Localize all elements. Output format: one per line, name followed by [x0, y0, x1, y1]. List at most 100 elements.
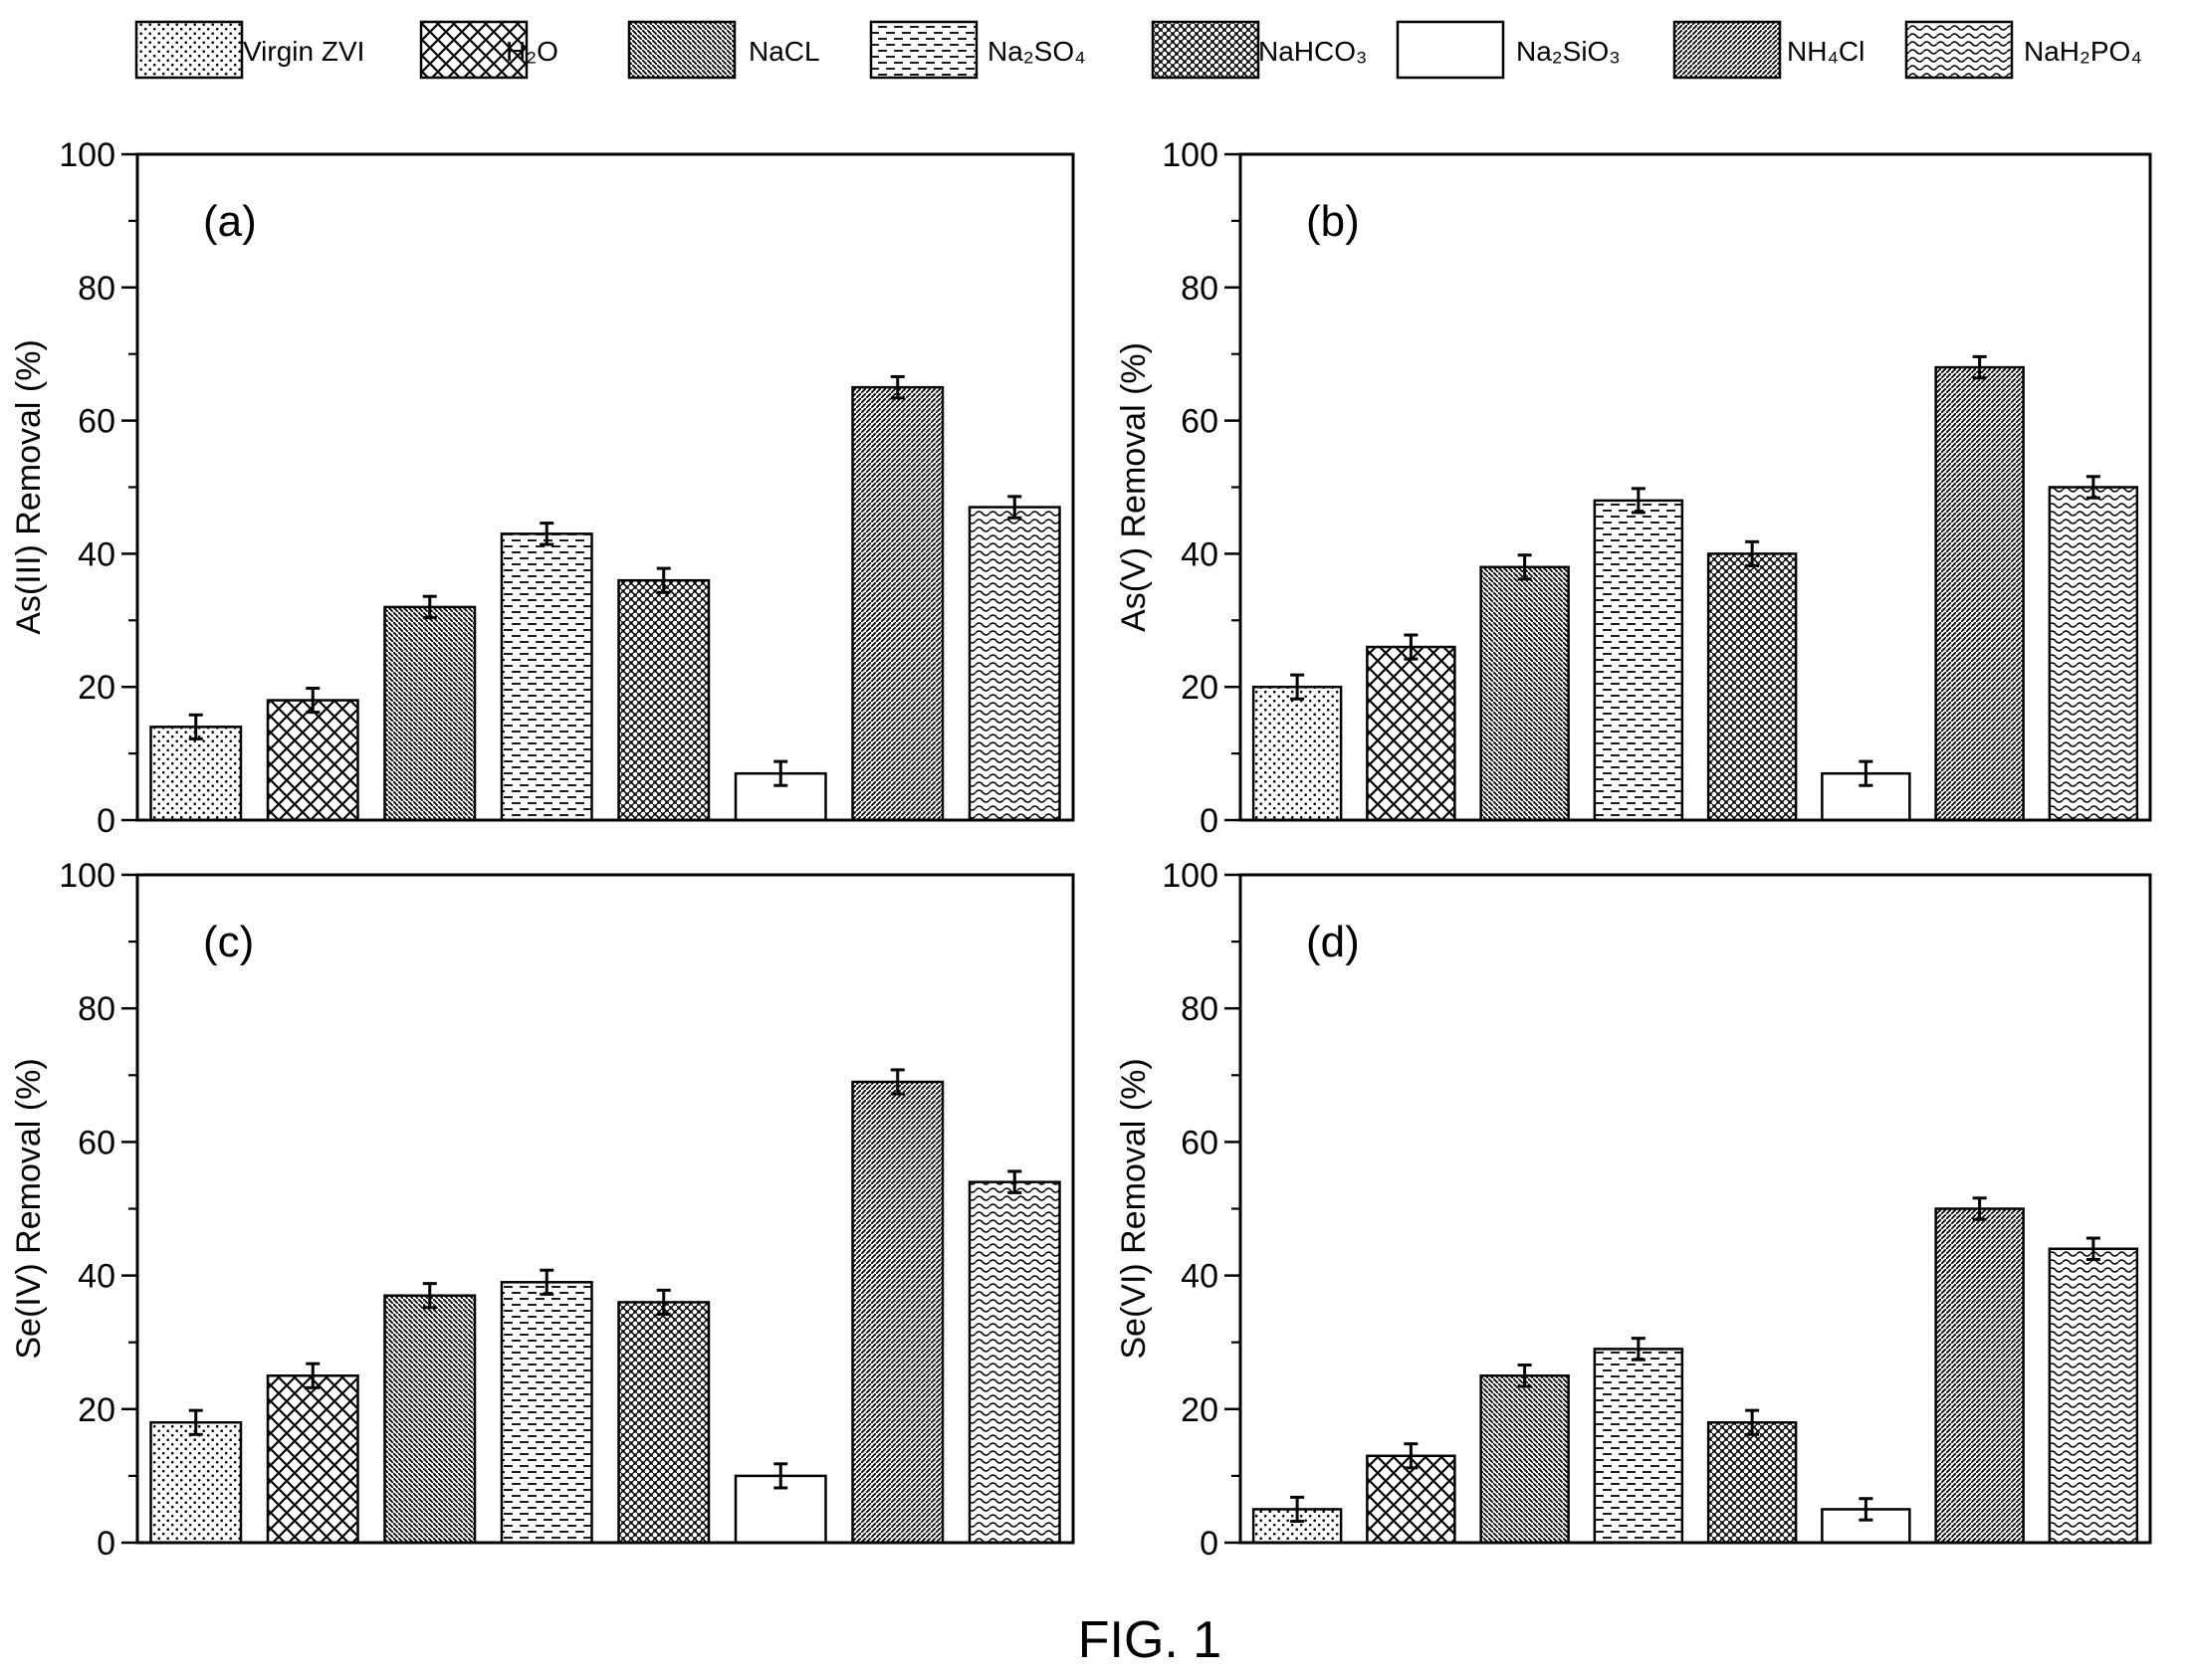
error-bar [656, 566, 671, 594]
error-bar [188, 1408, 203, 1436]
bar [2048, 1247, 2139, 1545]
legend-item-na2sio3: Na₂SiO₃ [1396, 20, 1621, 80]
bar [500, 532, 593, 822]
error-bar [1007, 1169, 1022, 1194]
legend-item-na2so4: Na₂SO₄ [869, 20, 1086, 80]
legend-swatch [627, 20, 737, 80]
legend-item-h2o: H₂O [419, 20, 558, 80]
y-tick-label: 20 [78, 669, 115, 707]
bar [1706, 1420, 1798, 1545]
error-bar [890, 1068, 905, 1096]
panel-label: (b) [1306, 197, 1360, 246]
y-tick-label: 40 [1181, 1258, 1218, 1296]
error-bar [1404, 1442, 1419, 1470]
legend-label: H₂O [506, 36, 558, 67]
y-tick-label: 60 [1181, 403, 1218, 441]
plot-frame [1238, 873, 2152, 1545]
y-tick-label: 0 [97, 802, 115, 840]
error-bar [2085, 1236, 2100, 1261]
legend-item-nh4cl: NH₄Cl [1672, 20, 1864, 80]
legend-swatch [1904, 20, 2014, 80]
error-bar [1745, 1408, 1760, 1436]
error-bar [773, 759, 788, 787]
error-bar [1859, 1497, 1873, 1522]
error-bar [306, 1362, 321, 1389]
y-tick-label: 0 [97, 1525, 115, 1563]
y-tick-label: 100 [59, 136, 115, 174]
y-axis-label: As(V) Removal (%) [1115, 342, 1153, 632]
error-bar [773, 1462, 788, 1490]
bar [1934, 1207, 2025, 1545]
legend-label: Na₂SO₄ [987, 36, 1086, 67]
legend-swatch [1396, 20, 1505, 80]
y-tick-label: 0 [1200, 802, 1218, 840]
y-tick-label: 0 [1200, 1525, 1218, 1563]
y-tick-label: 20 [1181, 669, 1218, 707]
y-tick-label: 100 [1162, 136, 1218, 174]
y-axis-label: Se(IV) Removal (%) [10, 1058, 48, 1359]
error-bar [890, 374, 905, 400]
chart-panel: 0 20 40 60 80 100 (c) Se(IV) Removal (%) [10, 857, 1075, 1563]
error-bar [1972, 1196, 1987, 1221]
error-bar [422, 1282, 437, 1310]
legend-item-virgin: Virgin ZVI [134, 20, 364, 80]
legend-swatch [1672, 20, 1782, 80]
bar [1479, 1374, 1570, 1545]
error-bar [540, 1268, 554, 1296]
error-bar [1972, 354, 1987, 380]
legend-item-nahco3: NaHCO₃ [1151, 20, 1367, 80]
chart-panel: 0 20 40 60 80 100 (d) Se(VI) Removal (%) [1115, 857, 2152, 1563]
plot-frame [135, 152, 1075, 822]
bar [266, 1374, 359, 1545]
legend-swatch [869, 20, 979, 80]
legend-item-nacl: NaCL [627, 20, 820, 80]
bar [851, 385, 945, 822]
y-tick-label: 20 [1181, 1391, 1218, 1429]
legend-swatch [419, 20, 529, 80]
bar [1706, 552, 1798, 822]
chart-panels: 0 20 40 60 80 100 (a) As(III) Removal (%) 0 20 40 6… [10, 136, 2152, 1563]
bar [149, 726, 243, 822]
y-tick-label: 40 [78, 1258, 115, 1296]
bar [2048, 486, 2139, 822]
error-bar [1859, 759, 1873, 787]
error-bar [1745, 539, 1760, 567]
bar [1366, 645, 1456, 822]
error-bar [1290, 1495, 1305, 1524]
bar [968, 506, 1061, 822]
legend-item-nah2po4: NaH₂PO₄ [1904, 20, 2142, 80]
error-bar [1631, 487, 1645, 515]
chart-panel: 0 20 40 60 80 100 (a) As(III) Removal (%) [10, 136, 1075, 840]
y-tick-label: 60 [78, 403, 115, 441]
panel-label: (d) [1306, 918, 1360, 966]
bar [617, 578, 711, 822]
legend-label: NaHCO₃ [1258, 36, 1367, 67]
y-tick-label: 100 [1162, 857, 1218, 895]
legend-swatch [1151, 20, 1260, 80]
y-axis-label: As(III) Removal (%) [10, 339, 48, 635]
panel-label: (c) [203, 918, 254, 966]
error-bar [306, 687, 321, 715]
bar [1479, 565, 1570, 822]
error-bar [422, 594, 437, 620]
y-tick-label: 60 [1181, 1124, 1218, 1161]
bar [500, 1281, 593, 1545]
plot-frame [1238, 152, 2152, 822]
legend-label: NaH₂PO₄ [2024, 36, 2142, 67]
y-tick-label: 20 [78, 1391, 115, 1429]
legend-label: Virgin ZVI [243, 36, 364, 67]
y-axis-label: Se(VI) Removal (%) [1115, 1058, 1153, 1359]
error-bar [188, 713, 203, 740]
legend-label: NaCL [749, 36, 820, 67]
y-tick-label: 40 [78, 535, 115, 573]
y-tick-label: 80 [1181, 270, 1218, 308]
error-bar [656, 1288, 671, 1317]
bar [968, 1180, 1061, 1545]
bar [266, 699, 359, 822]
error-bar [1290, 673, 1305, 701]
bar [383, 605, 477, 822]
bar [1251, 685, 1343, 822]
panel-label: (a) [203, 197, 257, 246]
legend: Virgin ZVI H₂O NaCL Na₂SO₄ NaHCO₃ Na₂SiO₃ NH₄C… [134, 20, 2142, 80]
